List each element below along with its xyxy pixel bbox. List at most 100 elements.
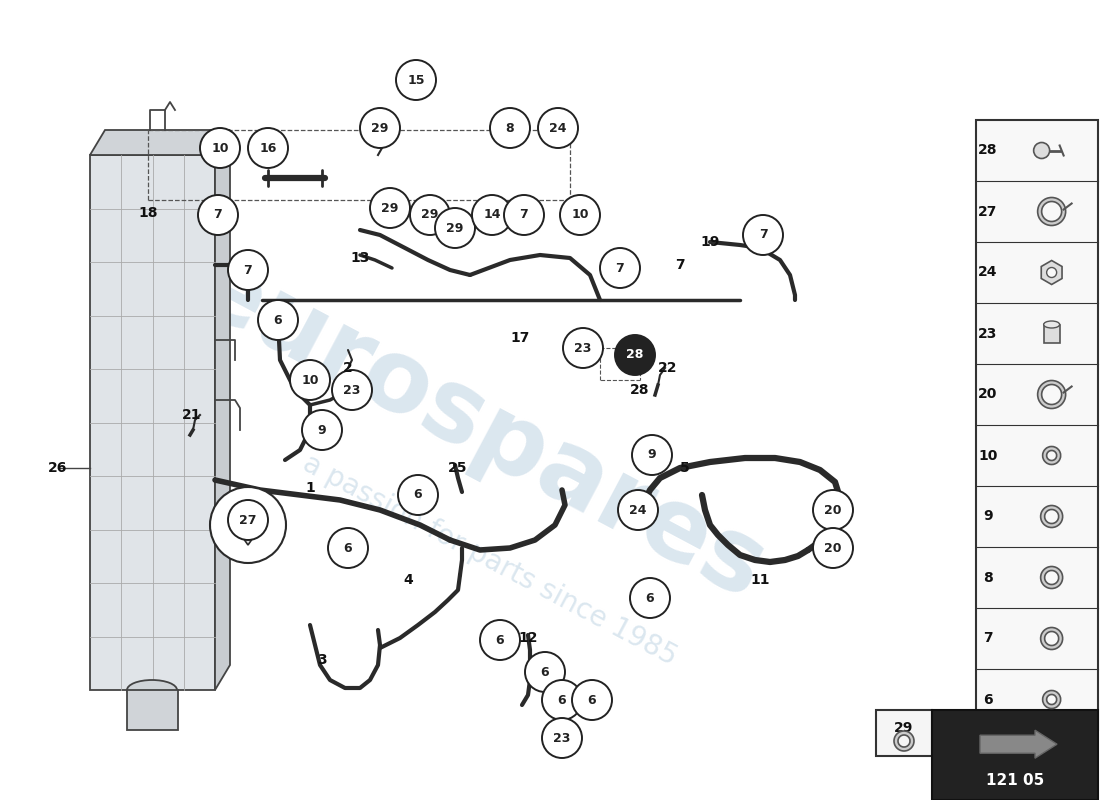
Text: 27: 27: [240, 514, 256, 526]
Circle shape: [248, 128, 288, 168]
Circle shape: [632, 435, 672, 475]
Text: 7: 7: [983, 631, 993, 646]
Polygon shape: [234, 505, 262, 545]
Circle shape: [560, 195, 600, 235]
Circle shape: [542, 718, 582, 758]
Text: 6: 6: [558, 694, 566, 706]
Text: 9: 9: [648, 449, 657, 462]
Circle shape: [615, 335, 654, 375]
Text: 28: 28: [630, 383, 650, 397]
Text: 28: 28: [626, 349, 644, 362]
Text: 6: 6: [646, 591, 654, 605]
Circle shape: [618, 490, 658, 530]
Text: 27: 27: [978, 205, 998, 218]
Text: 10: 10: [211, 142, 229, 154]
Circle shape: [490, 108, 530, 148]
Text: 23: 23: [343, 383, 361, 397]
Text: 23: 23: [978, 326, 998, 341]
Text: 19: 19: [701, 235, 719, 249]
Circle shape: [1034, 142, 1049, 158]
Text: 29: 29: [894, 721, 914, 735]
Text: 29: 29: [447, 222, 464, 234]
Circle shape: [200, 128, 240, 168]
Text: 4: 4: [403, 573, 412, 587]
Circle shape: [813, 490, 852, 530]
Text: 24: 24: [978, 266, 998, 279]
Text: 121 05: 121 05: [986, 773, 1044, 788]
Bar: [876, 710, 932, 756]
Bar: [932, 710, 1098, 800]
Text: 6: 6: [496, 634, 504, 646]
Circle shape: [600, 248, 640, 288]
Circle shape: [332, 370, 372, 410]
Text: 21: 21: [183, 408, 201, 422]
Text: 29: 29: [372, 122, 388, 134]
Circle shape: [542, 680, 582, 720]
Text: 3: 3: [317, 653, 327, 667]
Text: 9: 9: [983, 510, 993, 523]
Text: a passion for parts since 1985: a passion for parts since 1985: [298, 449, 682, 671]
Polygon shape: [1042, 261, 1062, 285]
Circle shape: [198, 195, 238, 235]
Text: 16: 16: [260, 142, 277, 154]
Circle shape: [370, 188, 410, 228]
Text: 8: 8: [506, 122, 515, 134]
Text: 25: 25: [449, 461, 468, 475]
Circle shape: [396, 60, 436, 100]
Circle shape: [398, 475, 438, 515]
Text: 1: 1: [305, 481, 315, 495]
Polygon shape: [126, 690, 178, 730]
Text: 24: 24: [629, 503, 647, 517]
Circle shape: [434, 208, 475, 248]
Text: 10: 10: [571, 209, 588, 222]
Text: 29: 29: [382, 202, 398, 214]
Text: 7: 7: [243, 263, 252, 277]
Text: 11: 11: [750, 573, 770, 587]
Circle shape: [480, 620, 520, 660]
Circle shape: [813, 528, 852, 568]
Bar: [976, 120, 1098, 730]
Polygon shape: [90, 130, 230, 155]
Text: 15: 15: [407, 74, 425, 86]
Text: 22: 22: [658, 361, 678, 375]
Circle shape: [258, 300, 298, 340]
Text: 7: 7: [675, 258, 685, 272]
Text: 6: 6: [414, 489, 422, 502]
Circle shape: [328, 528, 369, 568]
Text: 23: 23: [553, 731, 571, 745]
Bar: [1044, 325, 1059, 342]
Circle shape: [504, 195, 544, 235]
Circle shape: [228, 500, 268, 540]
Polygon shape: [214, 130, 230, 690]
Text: 14: 14: [483, 209, 500, 222]
Circle shape: [210, 487, 286, 563]
Circle shape: [290, 360, 330, 400]
Circle shape: [538, 108, 578, 148]
Circle shape: [563, 328, 603, 368]
Circle shape: [360, 108, 400, 148]
FancyArrow shape: [980, 730, 1057, 758]
Circle shape: [472, 195, 512, 235]
Circle shape: [525, 652, 565, 692]
Text: 13: 13: [350, 251, 370, 265]
Text: 7: 7: [616, 262, 625, 274]
Text: 6: 6: [343, 542, 352, 554]
Text: 6: 6: [541, 666, 549, 678]
Text: 18: 18: [139, 206, 157, 220]
Ellipse shape: [1044, 321, 1059, 328]
Text: 6: 6: [983, 693, 993, 706]
Circle shape: [742, 215, 783, 255]
Circle shape: [410, 195, 450, 235]
Text: 8: 8: [983, 570, 993, 585]
Text: 26: 26: [48, 461, 68, 475]
Text: 12: 12: [518, 631, 538, 645]
Text: 2: 2: [343, 361, 353, 375]
Text: 7: 7: [759, 229, 768, 242]
Circle shape: [302, 410, 342, 450]
Ellipse shape: [126, 680, 177, 700]
Text: 10: 10: [301, 374, 319, 386]
Text: 29: 29: [421, 209, 439, 222]
Text: 5: 5: [680, 461, 690, 475]
Polygon shape: [90, 155, 214, 690]
Text: 20: 20: [824, 503, 842, 517]
